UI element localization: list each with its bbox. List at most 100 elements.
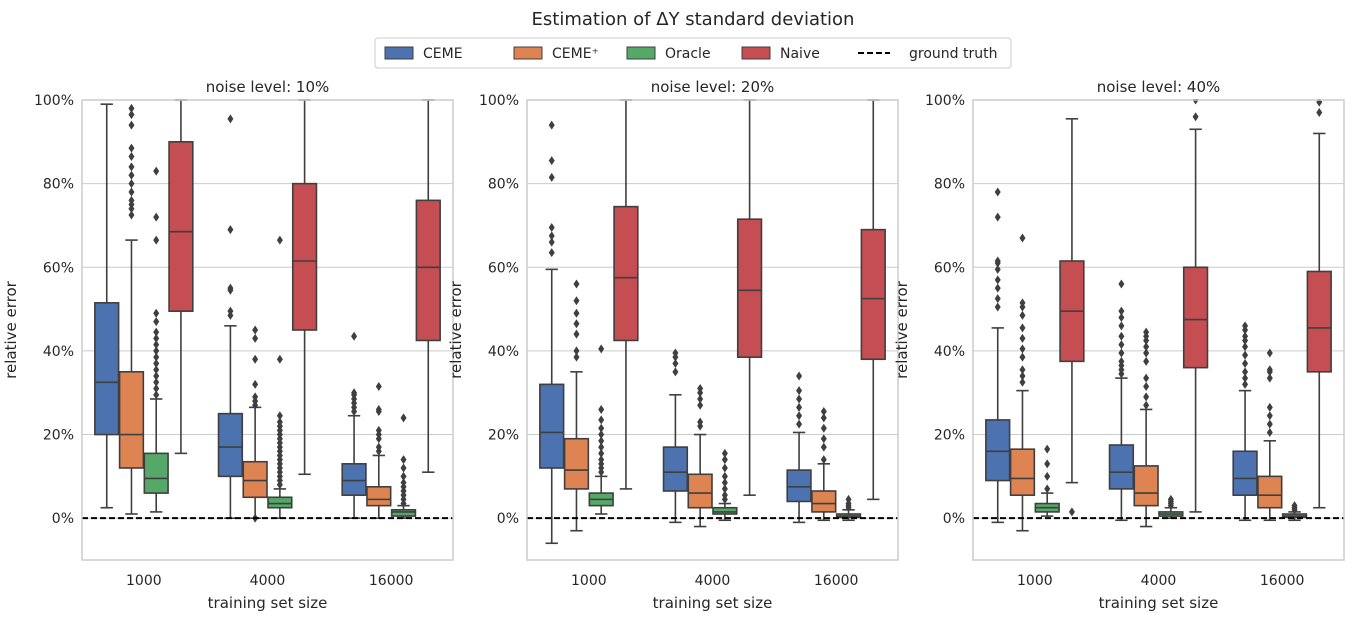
flier-point — [548, 248, 555, 258]
flier-point — [598, 344, 605, 354]
box-body — [1009, 448, 1036, 496]
flier-point — [994, 302, 1001, 312]
y-tick-label: 40% — [488, 344, 519, 360]
x-tick-label: 1000 — [571, 573, 607, 589]
flier-point — [994, 294, 1001, 304]
y-tick-label: 40% — [934, 344, 965, 360]
flier-point — [1143, 356, 1150, 366]
box-body — [242, 460, 268, 499]
box-ceme-plus-4000 — [687, 384, 713, 528]
flier-point — [672, 348, 679, 358]
box-body — [291, 182, 318, 331]
y-tick-label: 0% — [52, 511, 74, 527]
flier-point — [598, 436, 605, 446]
panel-3: 0% 20% 40% 60% 80% 100% noise level: 40% traini… — [893, 78, 1345, 612]
flier-point — [994, 275, 1001, 285]
flier-point — [796, 411, 803, 421]
flier-point — [994, 283, 1001, 293]
box-body — [736, 218, 763, 358]
box-body — [1182, 266, 1209, 369]
box-ceme-plus-4000 — [1133, 327, 1159, 528]
flier-point — [351, 331, 358, 341]
legend-item-naive-label: Naive — [780, 46, 820, 62]
box-naive-4000 — [1182, 99, 1209, 513]
box-body — [1232, 450, 1258, 496]
flier-point — [697, 394, 704, 404]
flier-point — [548, 237, 555, 247]
box-oracle-16000 — [835, 494, 862, 522]
flier-point — [375, 425, 382, 435]
flier-point — [796, 419, 803, 429]
flier-point — [845, 494, 852, 504]
flier-point — [1044, 471, 1051, 481]
box-body — [1108, 444, 1135, 490]
box-ceme-1000 — [985, 187, 1011, 524]
box-ceme-plus-16000 — [1257, 348, 1283, 522]
flier-point — [1118, 279, 1125, 289]
y-tick-label: 0% — [943, 511, 965, 527]
box-body — [811, 490, 837, 513]
y-tick-label: 80% — [43, 177, 74, 193]
flier-point — [672, 358, 679, 368]
flier-point — [548, 231, 555, 241]
flier-point — [1044, 444, 1051, 454]
box-body — [687, 473, 713, 509]
x-axis-label: training set size — [208, 594, 328, 612]
panel-1: 0% 20% 40% 60% 80% 100% noise level: 10% traini… — [2, 78, 454, 612]
y-tick-label: 60% — [934, 260, 965, 276]
flier-point — [128, 110, 135, 120]
flier-point — [721, 455, 728, 465]
flier-point — [1044, 484, 1051, 494]
flier-point — [820, 434, 827, 444]
flier-point — [153, 390, 160, 400]
x-tick-label: 16000 — [369, 573, 414, 589]
flier-point — [994, 264, 1001, 274]
box-ceme-16000 — [1232, 321, 1258, 522]
legend-item-ceme-plus-swatch — [513, 46, 543, 60]
flier-point — [820, 442, 827, 452]
box-body — [563, 437, 590, 490]
box-oracle-1000 — [1034, 444, 1060, 517]
box-body — [390, 509, 417, 517]
box-naive-4000 — [291, 99, 318, 476]
flier-point — [1266, 411, 1273, 421]
flier-point — [598, 404, 605, 414]
flier-point — [351, 388, 358, 398]
legend-item-ceme-swatch — [384, 46, 414, 60]
flier-point — [697, 384, 704, 394]
box-ceme-1000 — [539, 120, 565, 545]
box-body — [712, 506, 738, 515]
flier-point — [1118, 356, 1125, 366]
flier-point — [1143, 327, 1150, 337]
flier-point — [1242, 342, 1249, 352]
flier-point — [128, 187, 135, 197]
chart-panels: 0% 20% 40% 60% 80% 100% noise level: 10% traini… — [2, 78, 1345, 612]
legend-item-ceme-plus-label: CEME⁺ — [552, 46, 599, 62]
flier-point — [153, 365, 160, 375]
box-ceme-plus-4000 — [242, 325, 268, 523]
flier-point — [252, 354, 259, 364]
box-body — [143, 452, 169, 494]
flier-point — [1019, 377, 1026, 387]
flier-point — [672, 367, 679, 377]
legend-item-naive-swatch — [741, 46, 771, 60]
flier-point — [1266, 373, 1273, 383]
flier-point — [1143, 392, 1150, 402]
flier-point — [1266, 348, 1273, 358]
flier-point — [1019, 365, 1026, 375]
flier-point — [1143, 381, 1150, 391]
box-body — [217, 412, 244, 478]
box-naive-1000 — [168, 99, 194, 455]
flier-point — [1019, 298, 1026, 308]
box-body — [613, 205, 639, 342]
y-tick-label: 20% — [43, 428, 74, 444]
x-tick-label: 1000 — [1017, 573, 1053, 589]
flier-point — [1242, 331, 1249, 341]
flier-point — [227, 114, 234, 124]
flier-point — [573, 296, 580, 306]
flier-point — [1143, 342, 1150, 352]
flier-point — [598, 448, 605, 458]
flier-point — [598, 415, 605, 425]
flier-point — [548, 120, 555, 130]
